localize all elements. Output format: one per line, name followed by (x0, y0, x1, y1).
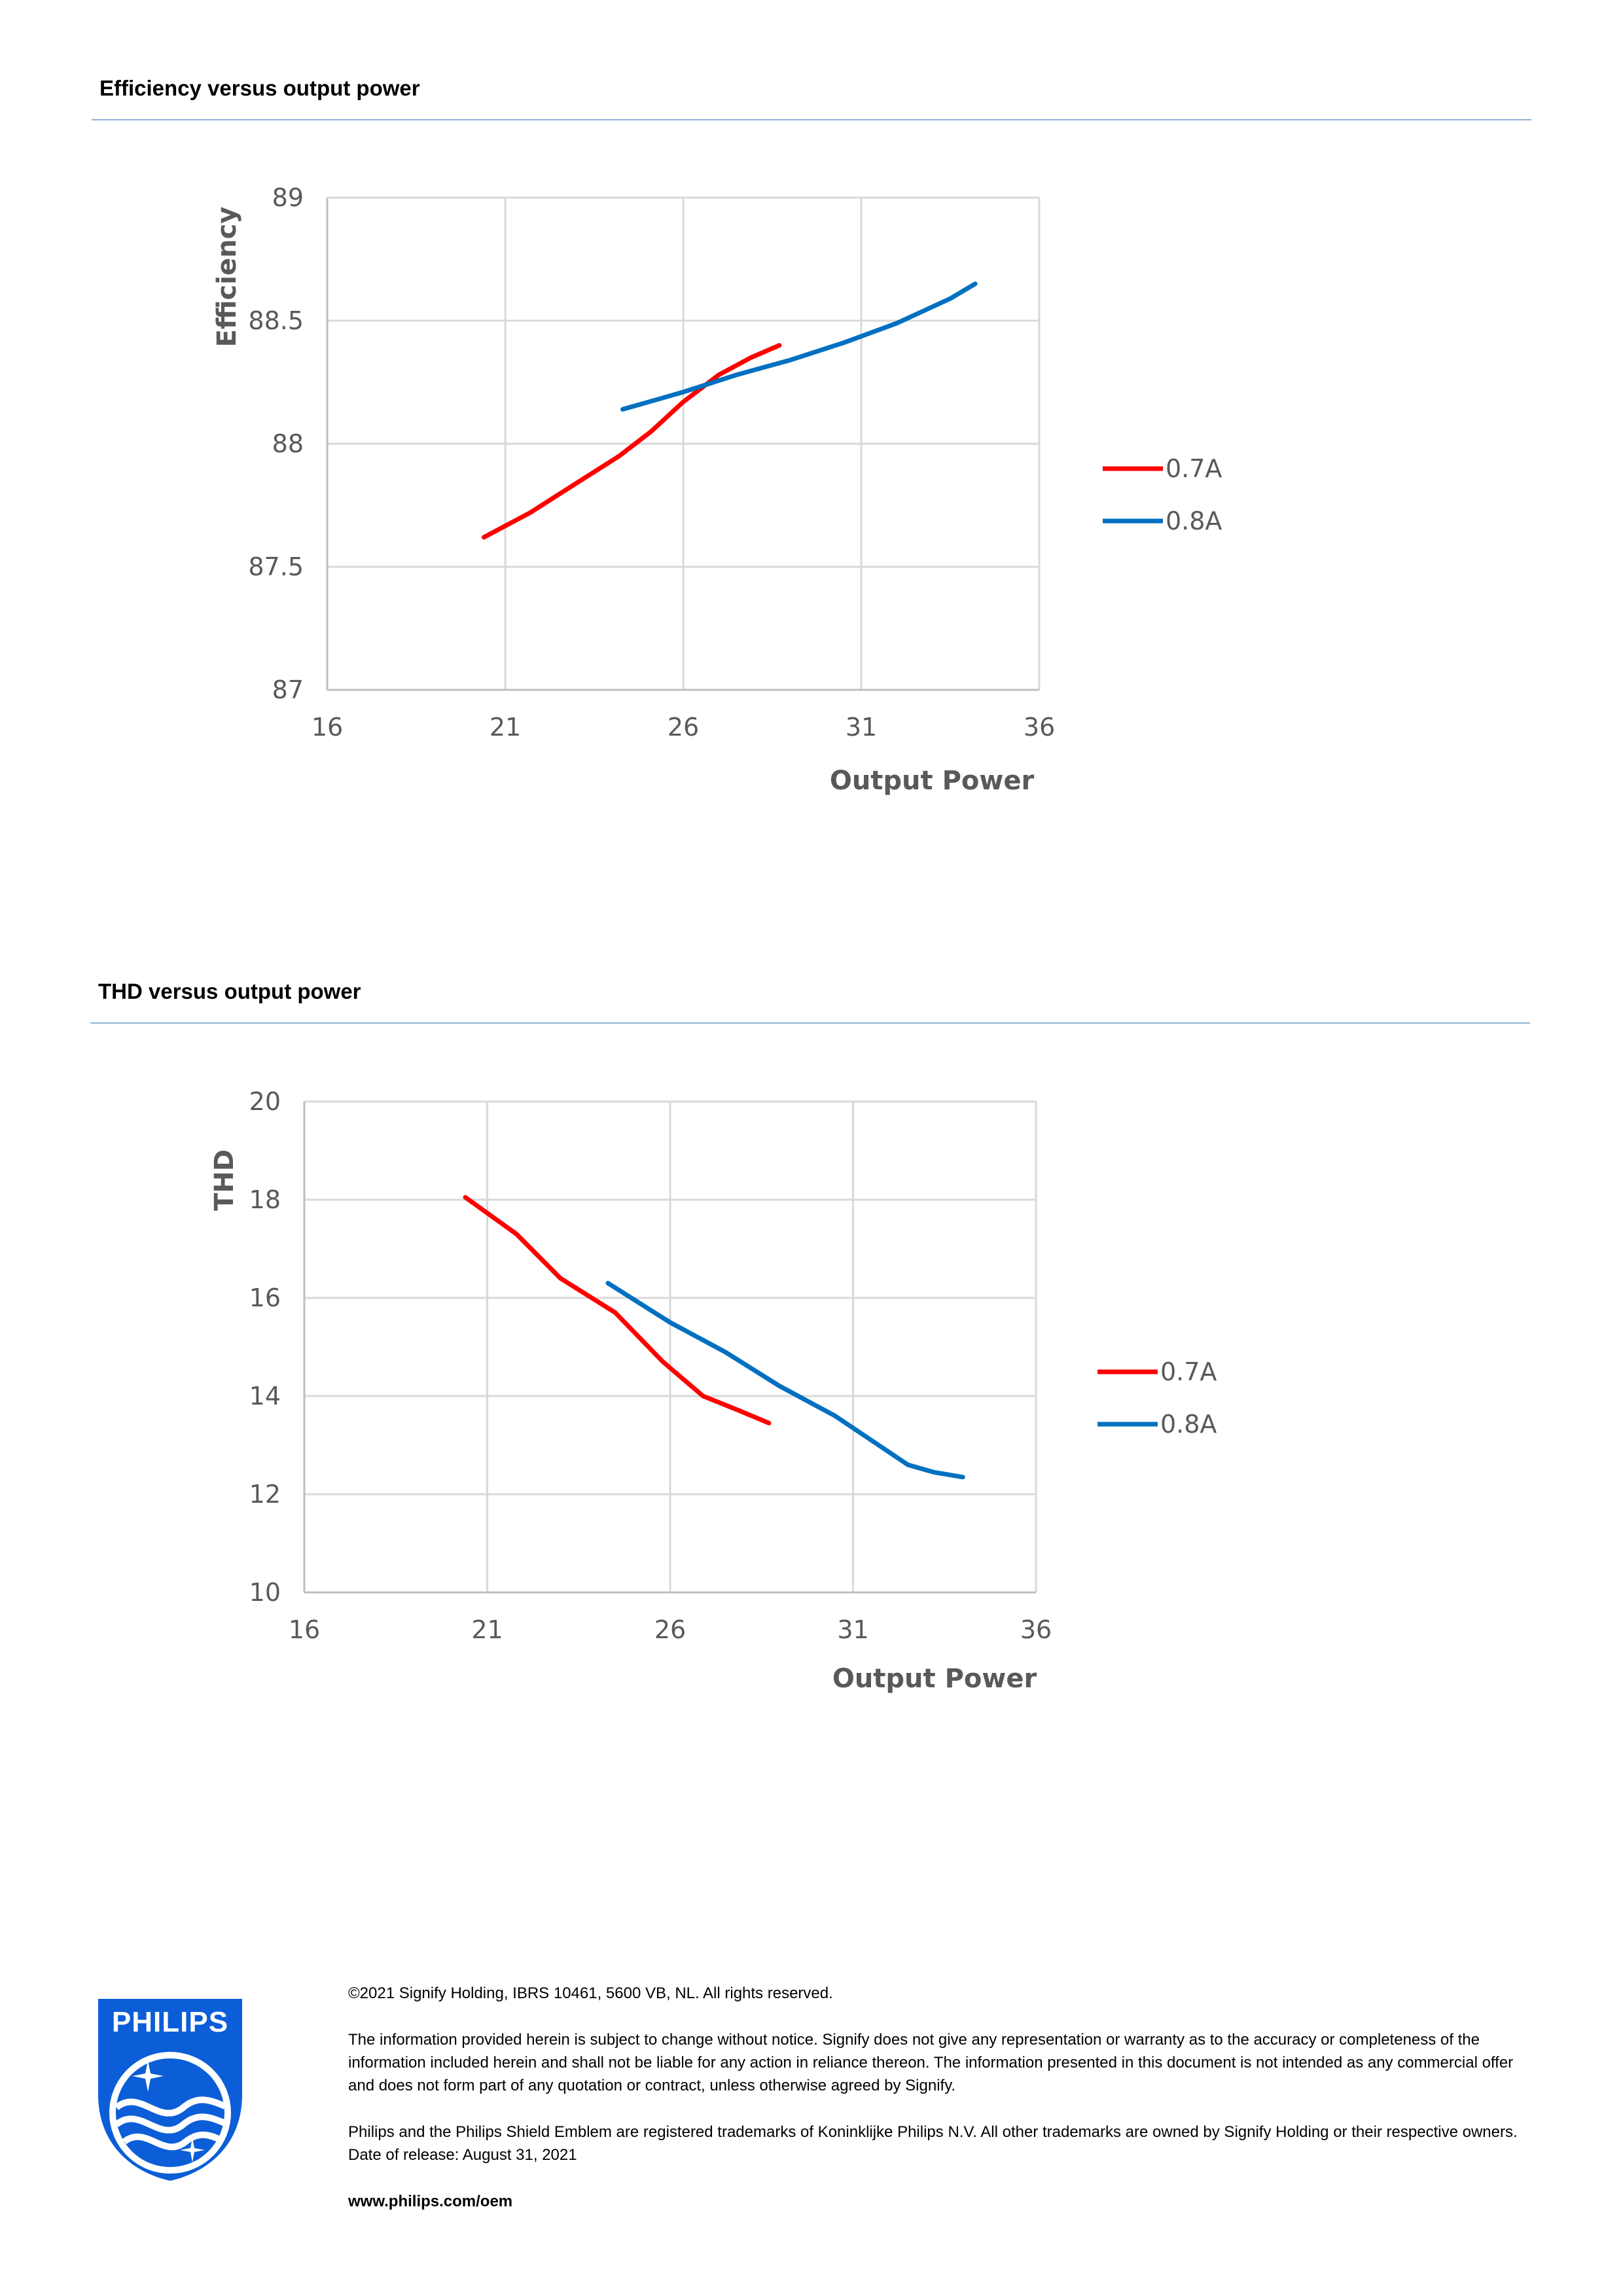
x-tick-label: 31 (846, 713, 877, 742)
x-tick-label: 26 (654, 1615, 686, 1644)
y-tick-label: 20 (249, 1087, 281, 1116)
x-tick-label: 36 (1020, 1615, 1052, 1644)
efficiency-section-title: Efficiency versus output power (99, 76, 420, 100)
x-tick-label: 21 (490, 713, 521, 742)
thd-section-title: THD versus output power (98, 979, 361, 1003)
x-tick-label: 26 (668, 713, 699, 742)
section-divider (92, 119, 1531, 120)
y-axis-title: THD (209, 1149, 240, 1211)
x-tick-label: 16 (289, 1615, 320, 1644)
x-tick-label: 16 (312, 713, 343, 742)
legend-label: 0.8A (1160, 1410, 1217, 1439)
y-tick-label: 87 (272, 675, 304, 704)
x-tick-label: 31 (837, 1615, 868, 1644)
y-tick-label: 89 (272, 183, 304, 212)
y-tick-label: 88.5 (248, 306, 304, 335)
series-line-0.7A (463, 1194, 772, 1426)
y-tick-label: 12 (249, 1480, 281, 1509)
y-tick-label: 10 (249, 1578, 281, 1607)
x-tick-label: 21 (471, 1615, 503, 1644)
philips-shield-logo: PHILIPS (98, 1999, 242, 2181)
y-tick-label: 88 (272, 429, 304, 458)
efficiency-chart: 16 21 26 31 36 87 87.5 88 88.5 89 Output Power Effi… (212, 183, 1222, 796)
legend-label: 0.7A (1160, 1357, 1217, 1386)
y-tick-label: 14 (249, 1382, 281, 1410)
y-tick-label: 18 (249, 1185, 281, 1214)
x-axis-title: Output Power (830, 766, 1035, 796)
legend-label: 0.8A (1166, 507, 1222, 535)
website-link[interactable]: www.philips.com/oem (348, 2193, 513, 2210)
trademarks-text: Philips and the Philips Shield Emblem ar… (348, 2123, 1518, 2141)
disclaimer-text: The information provided herein is subje… (348, 2031, 1514, 2094)
legend-label: 0.7A (1166, 454, 1222, 483)
release-date: Date of release: August 31, 2021 (348, 2146, 577, 2164)
svg-text:PHILIPS: PHILIPS (112, 2006, 228, 2038)
y-tick-label: 87.5 (248, 552, 304, 581)
x-axis-title: Output Power (832, 1664, 1037, 1694)
series-line-0.8A (620, 281, 978, 412)
series-line-0.8A (605, 1281, 965, 1480)
x-tick-label: 36 (1024, 713, 1055, 742)
thd-chart: 16 21 26 31 36 10 12 14 16 18 20 Output Power THD 0.7… (209, 1087, 1217, 1694)
section-divider (90, 1022, 1530, 1024)
y-axis-title: Efficiency (212, 207, 242, 348)
legal-footer: ©2021 Signify Holding, IBRS 10461, 5600 … (348, 1982, 1526, 2213)
copyright-text: ©2021 Signify Holding, IBRS 10461, 5600 … (348, 1984, 833, 2002)
y-tick-label: 16 (249, 1283, 281, 1312)
series-line-0.7A (481, 343, 782, 540)
